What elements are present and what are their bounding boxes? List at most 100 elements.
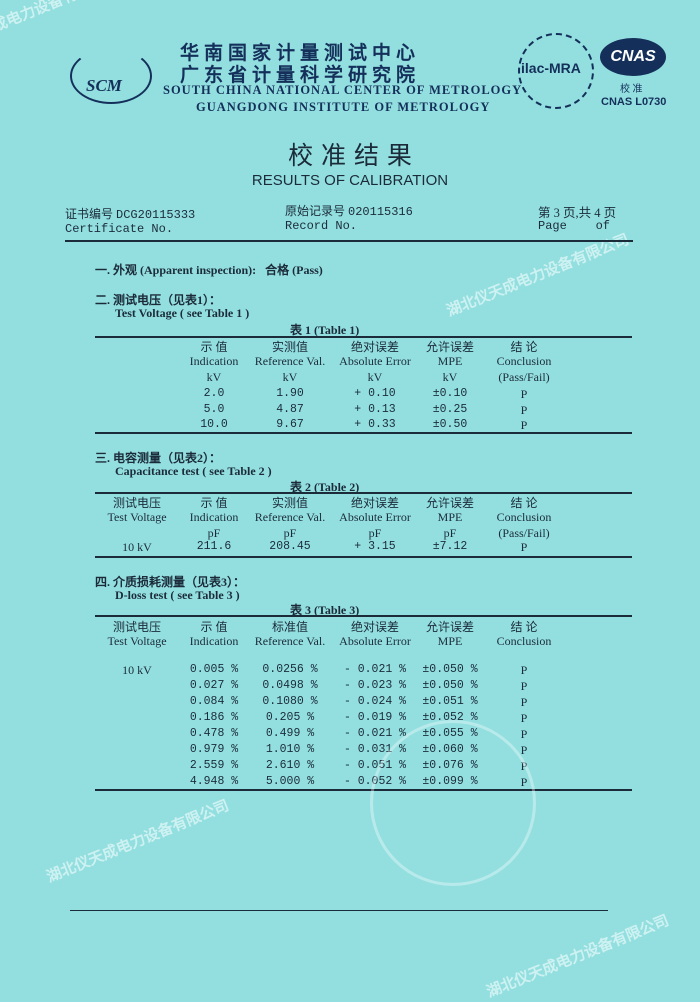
column-header: 绝对误差	[350, 340, 400, 354]
cnas-text: CNAS	[610, 48, 656, 65]
record-label-en: Record No.	[285, 219, 358, 233]
cert-label-en: Certificate No.	[65, 222, 174, 236]
column-header: (Pass/Fail)	[498, 370, 550, 384]
column-header: pF	[368, 526, 382, 540]
column-header: Test Voltage	[107, 634, 167, 648]
column-header: Conclusion	[496, 354, 552, 368]
table-cell: P	[520, 679, 528, 693]
table-cell: + 0.10	[354, 387, 396, 400]
watermark: 湖北仪天成电力设备有限公司	[443, 230, 632, 320]
table-cell: P	[520, 663, 528, 677]
title-cn: 校 准 结 果	[288, 141, 412, 170]
table-cell: 10 kV	[122, 663, 152, 677]
table2-top-rule	[95, 492, 632, 494]
table-cell: 0.979 %	[189, 743, 239, 756]
section2-label-en: Test Voltage ( see Table 1 )	[115, 306, 250, 320]
column-header: 结 论	[510, 496, 538, 510]
column-header: 允许误差	[425, 620, 475, 634]
divider	[65, 240, 633, 242]
record-no: 020115316	[348, 205, 413, 219]
table-cell: 4.948 %	[189, 775, 239, 788]
table-cell: - 0.023 %	[343, 679, 407, 692]
table-cell: 0.005 %	[189, 663, 239, 676]
column-header: 允许误差	[425, 496, 475, 510]
table-cell: ±0.050 %	[422, 679, 478, 692]
table-cell: 2.610 %	[265, 759, 315, 772]
seal-stamp	[370, 720, 536, 886]
column-header: pF	[207, 526, 221, 540]
column-header: kV	[367, 370, 383, 384]
table-cell: 0.186 %	[189, 711, 239, 724]
column-header: Conclusion	[496, 510, 552, 524]
table-cell: - 0.021 %	[343, 663, 407, 676]
column-header: pF	[283, 526, 297, 540]
section1-label: 一. 外观 (Apparent inspection): 合格 (Pass)	[95, 261, 323, 278]
table-cell: 2.0	[203, 387, 225, 400]
org-name-cn-2: 广东省计量科学研究院	[180, 64, 421, 86]
table-cell: 0.1080 %	[262, 695, 318, 708]
table1-top-rule	[95, 336, 632, 338]
column-header: 示 值	[200, 496, 228, 510]
org-name-en-2: GUANGDONG INSTITUTE OF METROLOGY	[196, 100, 491, 114]
table-cell: 9.67	[276, 418, 304, 431]
table1-bottom-rule	[95, 432, 632, 434]
column-header: kV	[442, 370, 458, 384]
section2-label-cn: 二. 测试电压（见表1）：	[95, 293, 222, 307]
column-header: 允许误差	[425, 340, 475, 354]
section3-label-en: Capacitance test ( see Table 2 )	[115, 464, 272, 478]
page-en: Page of	[538, 219, 611, 233]
table-cell: P	[520, 743, 528, 757]
column-header: 测试电压	[112, 620, 162, 634]
table-cell: P	[520, 402, 528, 417]
column-header: Conclusion	[496, 634, 552, 648]
page-cn: 第 3 页,共 4 页	[538, 206, 617, 220]
section3-label-cn: 三. 电容测量（见表2）：	[95, 451, 222, 465]
column-header: MPE	[437, 354, 463, 368]
table-cell: 5.000 %	[265, 775, 315, 788]
column-header: 实测值	[271, 340, 309, 354]
table-cell: 208.45	[269, 540, 311, 553]
table-cell: 10.0	[200, 418, 228, 431]
section4-label-cn: 四. 介质损耗测量（见表3）：	[95, 575, 246, 589]
table-cell: ±0.050 %	[422, 663, 478, 676]
scm-logo: SCM	[70, 48, 152, 104]
table3-caption: 表 3 (Table 3)	[290, 603, 360, 617]
table3-bottom-rule	[95, 789, 632, 791]
column-header: 实测值	[271, 496, 309, 510]
table-cell: P	[520, 540, 528, 554]
column-header: Reference Val.	[254, 354, 326, 368]
table-cell: 0.478 %	[189, 727, 239, 740]
title-en: RESULTS OF CALIBRATION	[251, 172, 449, 189]
org-name-en-1: SOUTH CHINA NATIONAL CENTER OF METROLOGY	[163, 83, 523, 97]
column-header: Absolute Error	[339, 510, 411, 524]
column-header: kV	[206, 370, 222, 384]
column-header: Absolute Error	[339, 354, 411, 368]
table-cell: + 3.15	[354, 540, 396, 553]
table-cell: 0.084 %	[189, 695, 239, 708]
column-header: pF	[443, 526, 457, 540]
table-cell: 0.0498 %	[262, 679, 318, 692]
record-number: 原始记录号 020115316	[285, 202, 413, 219]
table-cell: P	[520, 387, 528, 401]
org-name-cn-1: 华南国家计量测试中心	[180, 42, 421, 64]
column-header: 示 值	[200, 340, 228, 354]
column-header: Indication	[189, 634, 239, 648]
table-cell: 1.010 %	[265, 743, 315, 756]
cert-label-cn: 证书编号	[65, 207, 114, 221]
column-header: Reference Val.	[254, 510, 326, 524]
column-header: 测试电压	[112, 496, 162, 510]
table-cell: 0.027 %	[189, 679, 239, 692]
table-cell: 0.499 %	[265, 727, 315, 740]
column-header: Absolute Error	[339, 634, 411, 648]
table-cell: - 0.021 %	[343, 727, 407, 740]
record-label-cn: 原始记录号	[285, 204, 346, 218]
table-cell: ±0.50	[432, 418, 468, 431]
table-cell: ±0.10	[432, 387, 468, 400]
table-cell: 10 kV	[122, 540, 152, 554]
section4-label-en: D-loss test ( see Table 3 )	[115, 588, 240, 602]
apparent-inspection-label: 一. 外观 (Apparent inspection):	[95, 263, 257, 277]
column-header: 示 值	[200, 620, 228, 634]
watermark: 湖北仪天成电力设备有限公司	[483, 911, 672, 1001]
column-header: MPE	[437, 634, 463, 648]
column-header: 标准值	[271, 620, 309, 634]
